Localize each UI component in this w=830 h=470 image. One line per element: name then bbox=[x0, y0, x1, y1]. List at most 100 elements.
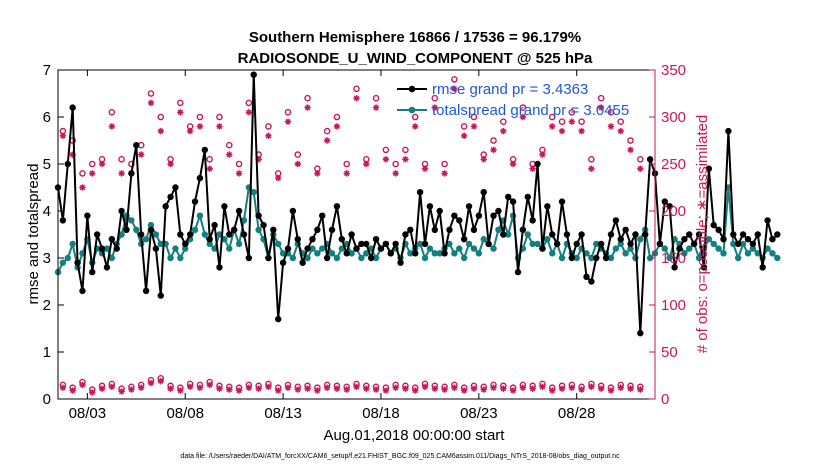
obs-assimilated-marker bbox=[421, 165, 429, 172]
rmse-point bbox=[749, 240, 757, 248]
obs-possible-marker bbox=[206, 155, 213, 163]
obs-assimilated-marker bbox=[597, 385, 605, 392]
obs-assimilated-marker bbox=[392, 384, 399, 391]
obs-assimilated-marker bbox=[216, 123, 223, 130]
obs-assimilated-marker bbox=[186, 127, 194, 135]
y-axis-left-label: rmse and totalspread bbox=[25, 164, 42, 305]
rmse-point bbox=[89, 268, 96, 276]
totalspread-point bbox=[558, 254, 566, 262]
rmse-point bbox=[118, 207, 125, 215]
totalspread-line bbox=[57, 185, 779, 273]
y-right-tick-label: 50 bbox=[661, 344, 678, 361]
rmse-point bbox=[602, 254, 610, 262]
obs-assimilated-marker bbox=[382, 387, 390, 394]
obs-possible-marker bbox=[607, 109, 615, 116]
obs-assimilated-marker bbox=[186, 383, 194, 390]
rmse-point bbox=[201, 146, 209, 154]
totalspread-point bbox=[255, 226, 262, 233]
obs-assimilated-marker bbox=[177, 387, 184, 394]
rmse-point bbox=[289, 207, 297, 215]
obs-assimilated-marker bbox=[343, 170, 350, 177]
obs-assimilated-marker bbox=[382, 156, 390, 163]
rmse-point bbox=[578, 231, 585, 238]
obs-assimilated-marker bbox=[265, 383, 272, 390]
obs-assimilated-marker bbox=[460, 387, 468, 394]
obs-assimilated-marker bbox=[265, 132, 272, 139]
rmse-point bbox=[456, 217, 463, 224]
totalspread-point bbox=[593, 240, 600, 248]
obs-assimilated-marker bbox=[245, 109, 253, 116]
totalspread-point bbox=[451, 250, 458, 257]
rmse-point bbox=[710, 221, 717, 229]
rmse-point bbox=[348, 231, 355, 238]
rmse-point bbox=[441, 250, 448, 257]
rmse-point bbox=[519, 226, 527, 233]
totalspread-point bbox=[573, 254, 580, 262]
obs-assimilated-marker bbox=[431, 385, 438, 392]
legend-rmse-label: rmse grand pr = 3.4363 bbox=[432, 81, 588, 98]
obs-possible-marker bbox=[382, 146, 390, 154]
obs-assimilated-marker bbox=[627, 385, 634, 392]
rmse-point bbox=[152, 245, 160, 252]
rmse-point bbox=[270, 226, 277, 233]
rmse-point bbox=[98, 245, 106, 252]
rmse-point bbox=[764, 217, 771, 224]
x-tick-label: 08/13 bbox=[264, 405, 302, 422]
totalspread-point bbox=[358, 254, 365, 262]
totalspread-point bbox=[226, 245, 233, 252]
rmse-point bbox=[250, 71, 257, 78]
totalspread-point bbox=[152, 231, 160, 238]
totalspread-point bbox=[617, 240, 624, 248]
obs-possible-marker bbox=[568, 109, 576, 116]
obs-possible-marker bbox=[500, 118, 507, 125]
obs-assimilated-marker bbox=[558, 385, 566, 392]
x-axis-label: Aug.01,2018 00:00:00 start bbox=[324, 427, 506, 444]
obs-assimilated-marker bbox=[637, 165, 644, 172]
totalspread-point bbox=[328, 250, 336, 257]
rmse-point bbox=[284, 245, 292, 252]
rmse-point bbox=[426, 203, 434, 210]
totalspread-point bbox=[59, 259, 67, 266]
legend: rmse grand pr = 3.4363 totalspread grand… bbox=[397, 81, 629, 119]
obs-assimilated-marker bbox=[206, 165, 213, 172]
rmse-point bbox=[255, 212, 262, 219]
obs-assimilated-marker bbox=[333, 123, 341, 130]
y-left-tick-label: 5 bbox=[43, 156, 51, 173]
totalspread-point bbox=[627, 245, 634, 252]
obs-possible-marker bbox=[460, 123, 468, 130]
obs-possible-marker bbox=[294, 151, 302, 158]
obs-assimilated-marker bbox=[460, 132, 468, 139]
rmse-point bbox=[421, 240, 429, 248]
obs-assimilated-marker bbox=[235, 387, 243, 394]
totalspread-point bbox=[133, 226, 140, 233]
rmse-point bbox=[128, 170, 135, 177]
rmse-point bbox=[475, 212, 483, 219]
y-right-tick-label: 0 bbox=[661, 391, 669, 408]
totalspread-point bbox=[544, 236, 551, 243]
totalspread-point bbox=[416, 240, 424, 248]
rmse-point bbox=[147, 226, 155, 233]
rmse-point bbox=[186, 231, 194, 238]
rmse-point bbox=[705, 165, 713, 172]
rmse-point bbox=[108, 236, 116, 243]
totalspread-point bbox=[480, 236, 487, 243]
obs-possible-marker bbox=[108, 109, 116, 116]
rmse-point bbox=[93, 231, 101, 238]
obs-assimilated-marker bbox=[98, 160, 106, 168]
rmse-point bbox=[646, 156, 654, 163]
obs-assimilated-marker bbox=[519, 113, 527, 121]
totalspread-point bbox=[730, 240, 737, 248]
totalspread-point bbox=[622, 250, 629, 257]
totalspread-point bbox=[764, 245, 771, 252]
obs-possible-marker bbox=[235, 160, 243, 168]
chart-title-line2: RADIOSONDE_U_WIND_COMPONENT @ 525 hPa bbox=[238, 50, 593, 67]
totalspread-point bbox=[69, 240, 76, 248]
totalspread-point bbox=[279, 250, 287, 257]
totalspread-point bbox=[421, 254, 429, 262]
totalspread-point bbox=[686, 245, 693, 252]
rmse-point bbox=[333, 203, 341, 210]
obs-assimilated-marker bbox=[255, 385, 262, 392]
rmse-point bbox=[314, 226, 321, 233]
obs-assimilated-marker bbox=[607, 387, 615, 394]
